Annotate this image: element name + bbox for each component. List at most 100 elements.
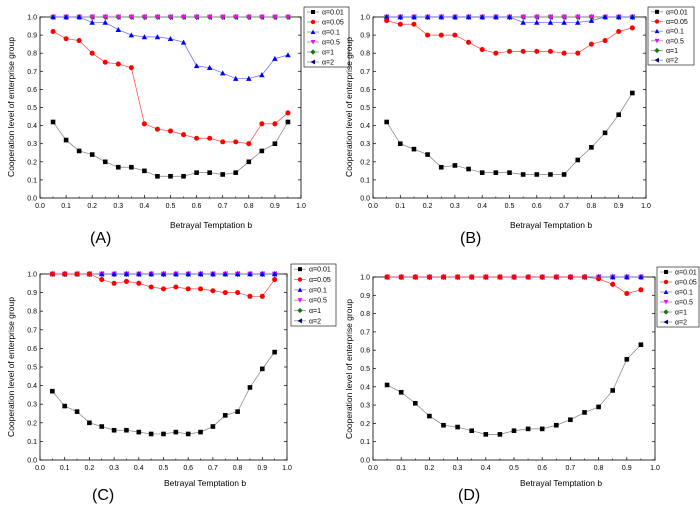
- data-point: [479, 170, 485, 175]
- data-point: [427, 413, 432, 419]
- data-point: [630, 90, 635, 96]
- series-3: [50, 14, 291, 81]
- data-point: [561, 14, 567, 20]
- data-point: [507, 170, 512, 175]
- data-point: [469, 274, 475, 280]
- data-point: [181, 132, 187, 138]
- data-point: [511, 428, 517, 434]
- series-2: [50, 28, 291, 147]
- x-tick-label: 0.6: [532, 203, 542, 210]
- data-point: [87, 420, 92, 426]
- x-tick-label: 0.2: [423, 203, 433, 210]
- data-point: [520, 19, 526, 25]
- legend-marker: [297, 307, 303, 314]
- x-axis-title: Betrayal Temptation b: [170, 220, 252, 230]
- legend-entry: α=0.01: [309, 267, 331, 274]
- data-point: [547, 19, 554, 25]
- data-point: [141, 14, 148, 20]
- data-point: [102, 14, 109, 20]
- legend-marker: [663, 319, 668, 325]
- y-tick-label: 0.5: [360, 105, 370, 112]
- legend-entry: α=0.05: [666, 19, 688, 26]
- x-tick-label: 0.9: [270, 203, 280, 210]
- x-tick-label: 0.3: [109, 465, 119, 472]
- legend-entry: α=1: [675, 310, 687, 317]
- data-point: [167, 35, 174, 42]
- legend-marker: [297, 287, 303, 292]
- data-point: [259, 148, 265, 154]
- data-point: [160, 286, 167, 292]
- data-point: [384, 274, 390, 280]
- y-tick-label: 0.4: [27, 123, 37, 130]
- data-point: [384, 382, 390, 388]
- y-axis-title: Cooperation level of enterprise group: [344, 299, 354, 439]
- x-tick-label: 0.6: [183, 465, 193, 472]
- data-point: [222, 413, 228, 418]
- data-point: [272, 14, 278, 20]
- data-point: [136, 280, 142, 286]
- data-point: [160, 271, 167, 277]
- data-point: [624, 290, 630, 296]
- y-tick-label: 0.5: [360, 366, 370, 373]
- x-tick-label: 0.4: [481, 465, 491, 472]
- data-point: [520, 172, 526, 177]
- data-point: [235, 290, 241, 296]
- data-point: [102, 19, 109, 25]
- y-tick-label: 0.8: [27, 309, 37, 316]
- x-tick-label: 0.0: [368, 465, 378, 472]
- data-point: [141, 121, 147, 127]
- data-point: [148, 431, 154, 437]
- data-point: [602, 38, 608, 44]
- data-point: [425, 32, 431, 38]
- data-point: [222, 271, 229, 277]
- data-point: [167, 14, 174, 20]
- data-point: [161, 431, 166, 437]
- y-tick-label: 0.4: [360, 384, 370, 391]
- y-tick-label: 0.3: [360, 141, 370, 148]
- y-tick-label: 0.4: [360, 123, 370, 130]
- data-point: [210, 288, 216, 294]
- series-1: [50, 119, 291, 179]
- y-tick-label: 0.6: [27, 87, 37, 94]
- data-point: [285, 119, 291, 125]
- data-point: [173, 284, 179, 290]
- data-point: [185, 271, 191, 277]
- legend-entry: α=0.5: [309, 298, 327, 305]
- data-point: [198, 429, 203, 435]
- data-point: [609, 274, 616, 280]
- y-tick-label: 0.1: [360, 439, 370, 446]
- data-point: [493, 14, 499, 20]
- data-point: [452, 163, 458, 168]
- x-tick-label: 0.8: [244, 203, 254, 210]
- data-point: [589, 145, 594, 150]
- y-tick-label: 0.7: [360, 329, 370, 336]
- data-point: [506, 48, 513, 54]
- legend-marker: [664, 270, 668, 274]
- data-point: [260, 366, 265, 372]
- x-tick-label: 0.1: [395, 203, 405, 210]
- data-point: [62, 403, 67, 409]
- data-point: [247, 271, 253, 277]
- data-point: [479, 47, 485, 53]
- y-tick-label: 1.0: [360, 275, 370, 282]
- data-point: [554, 422, 559, 428]
- x-tick-label: 1.0: [296, 203, 306, 210]
- data-point: [561, 172, 567, 177]
- data-point: [271, 271, 278, 277]
- data-point: [111, 271, 117, 277]
- data-point: [128, 65, 134, 71]
- data-point: [259, 293, 265, 299]
- legend-entry: α=0.1: [666, 29, 684, 36]
- data-point: [520, 48, 526, 54]
- y-tick-label: 0.8: [27, 51, 37, 58]
- x-tick-label: 0.2: [87, 203, 97, 210]
- legend-marker: [297, 277, 303, 282]
- data-point: [206, 64, 213, 70]
- series-line: [386, 92, 633, 175]
- data-point: [285, 110, 291, 116]
- x-tick-label: 0.5: [505, 203, 515, 210]
- data-point: [115, 26, 122, 32]
- data-point: [128, 32, 135, 38]
- data-point: [493, 50, 499, 56]
